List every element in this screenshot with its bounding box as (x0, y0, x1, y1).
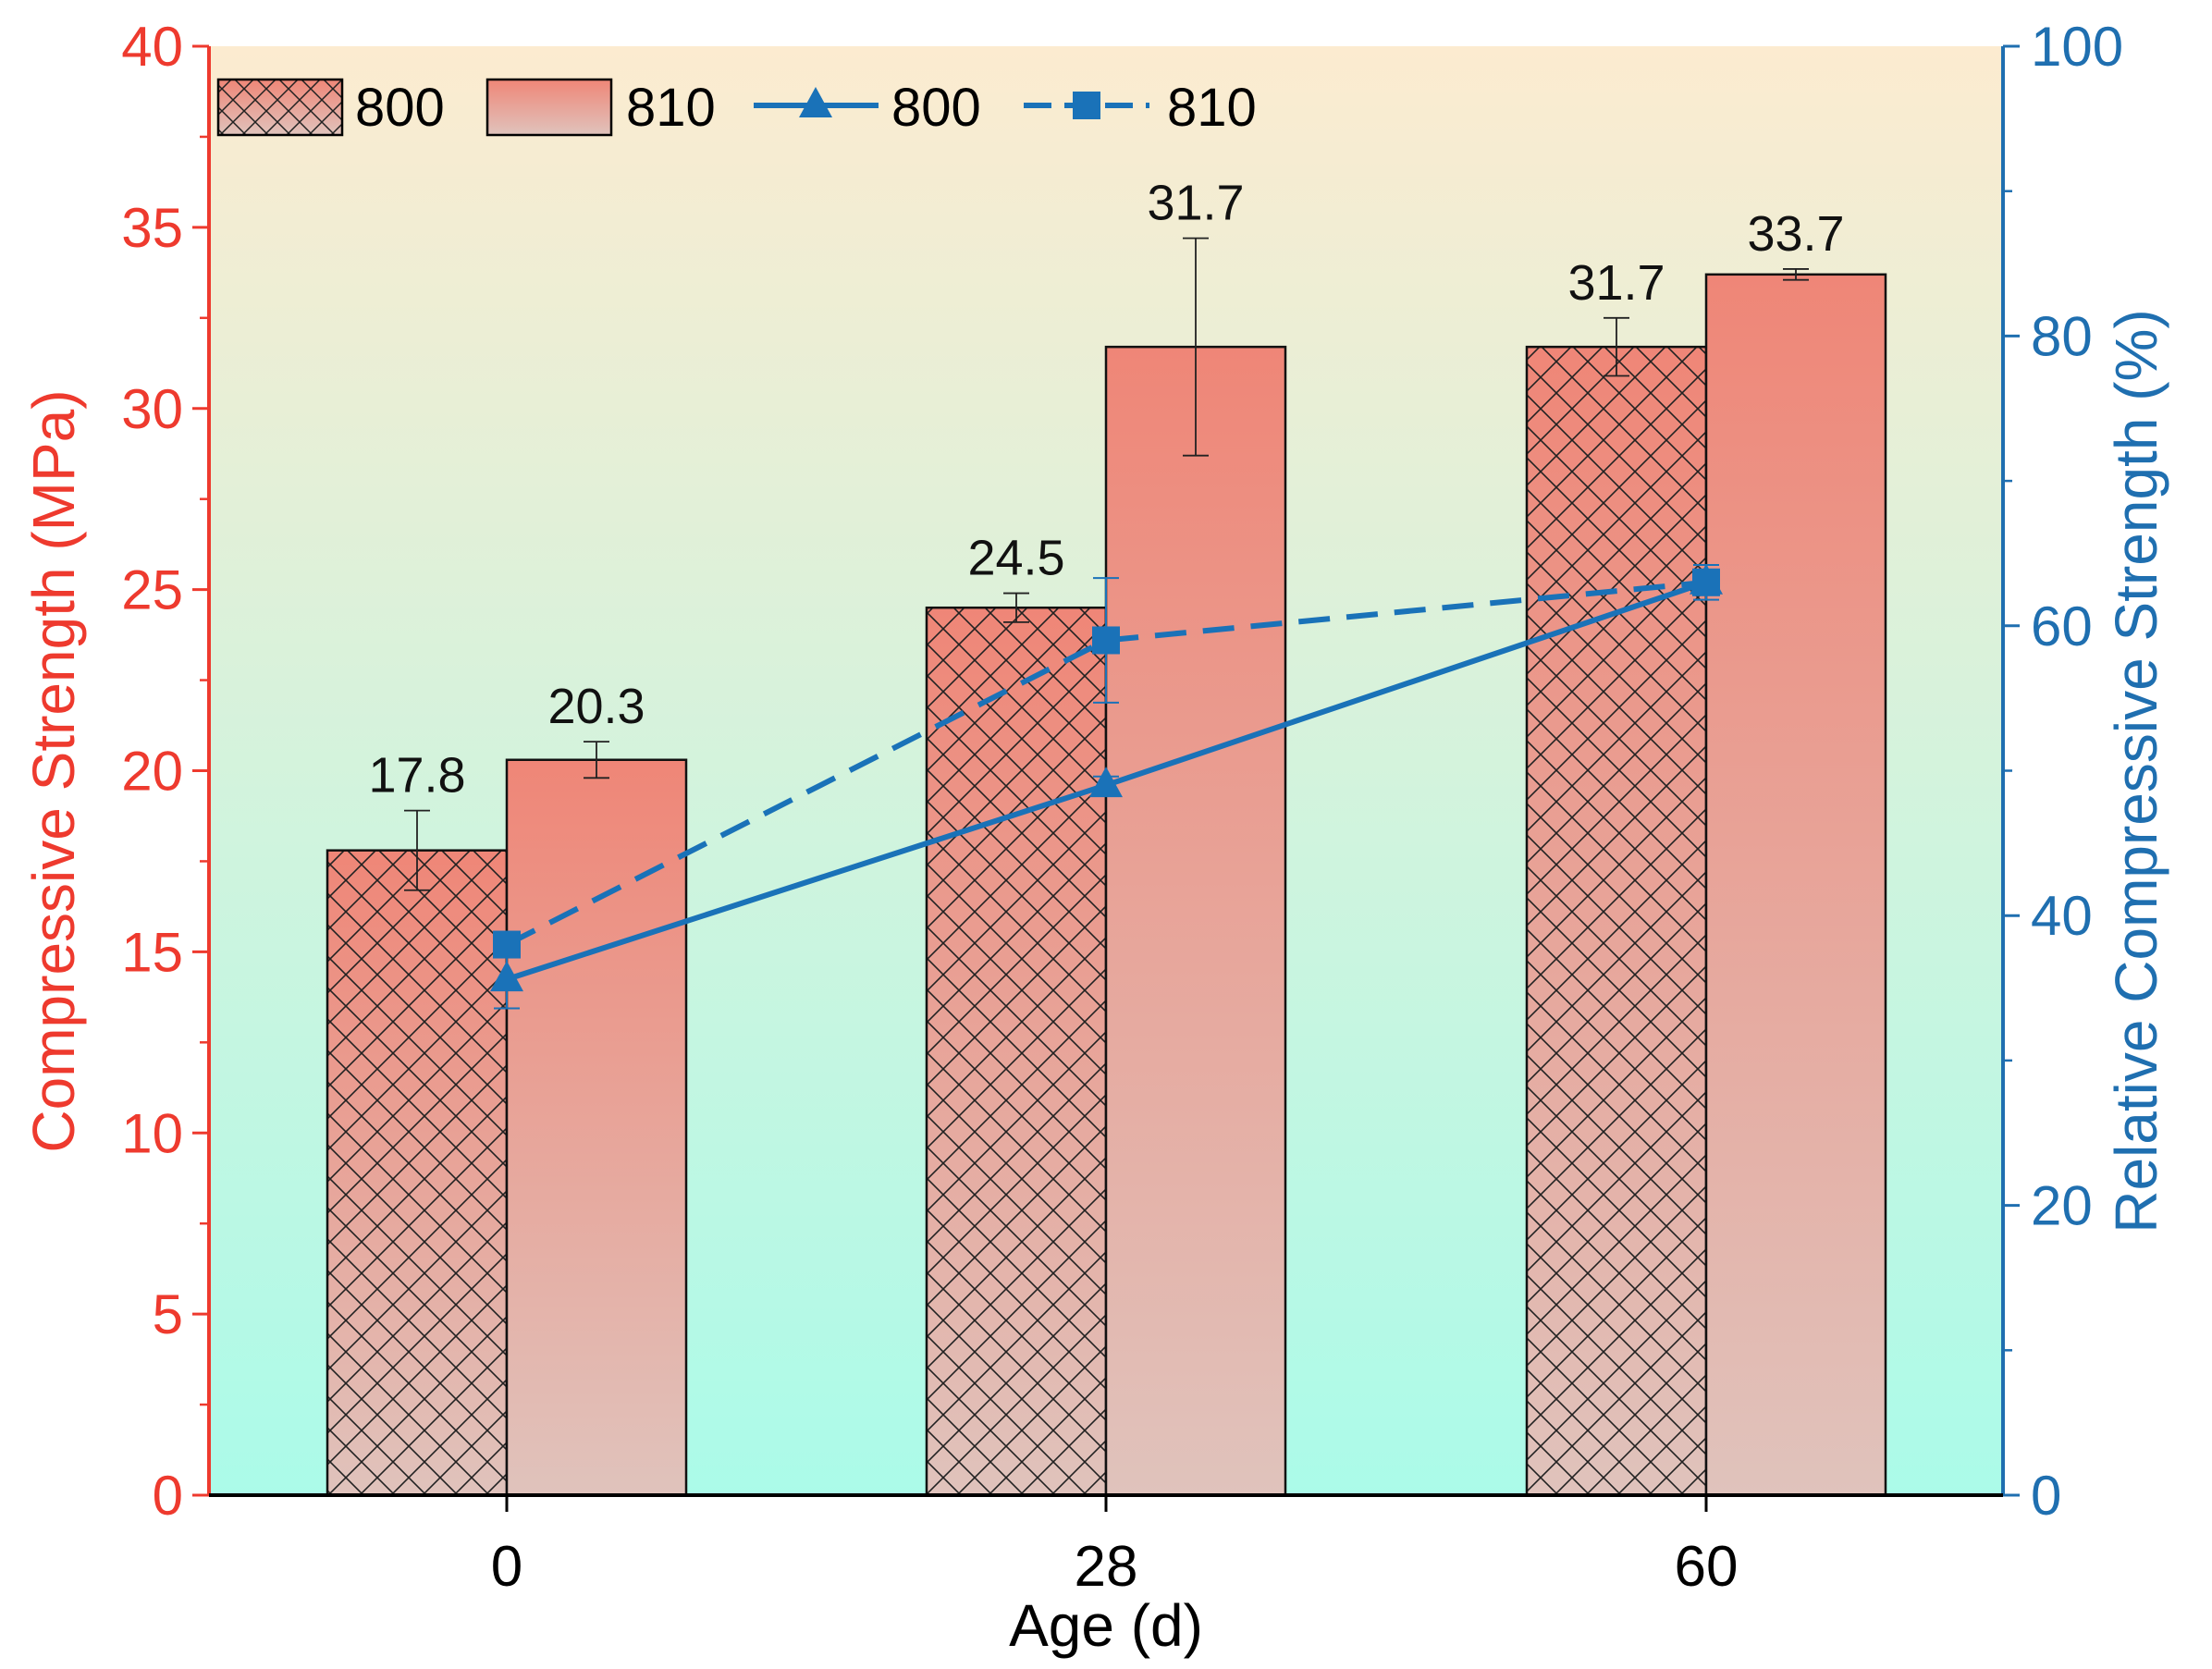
error-bar-800-28 (1003, 592, 1029, 623)
data-label-layer: 17.8 24.5 31.7 20.3 31.7 33.7 (368, 176, 1844, 804)
legend: 800 810 800 810 (216, 78, 1257, 138)
y2-axis-title: Relative Compressive Strength (%) (2103, 309, 2169, 1233)
bar-810-60 (1704, 273, 1887, 1497)
x-axis-title: Age (d) (1009, 1592, 1203, 1659)
bar-layer (326, 273, 1887, 1497)
y-axis-title: Compressive Strength (MPa) (20, 389, 87, 1152)
bar-810-28 (1104, 345, 1287, 1497)
line-series-810-dashed (505, 579, 1707, 948)
y-tick-label-0: 0 (153, 1465, 183, 1527)
data-label-810-28: 31.7 (1147, 176, 1244, 231)
x-tick-label-60: 60 (1675, 1535, 1739, 1599)
marker-triangle-800-0 (490, 961, 523, 992)
y2-tick-label-20: 20 (2031, 1175, 2093, 1237)
y2-tick-label-100: 100 (2031, 16, 2123, 78)
legend-marker-square (1073, 92, 1100, 119)
y-tick-label-20: 20 (121, 741, 183, 803)
bar-800-28 (925, 606, 1108, 1497)
error-bar-810-28 (1183, 237, 1209, 457)
data-label-810-60: 33.7 (1747, 206, 1844, 262)
axes-layer: 0 5 10 15 20 25 30 35 40 0 20 40 60 80 100 0 28 60 (121, 16, 2123, 1599)
marker-square-810-0 (493, 930, 521, 959)
y-tick-label-35: 35 (121, 197, 183, 259)
error-bar-layer (404, 237, 1809, 891)
legend-swatch-bar-810 (485, 78, 613, 137)
error-bar-800-60 (1604, 316, 1629, 377)
data-label-800-0: 17.8 (368, 748, 465, 804)
bar-800-60 (1525, 345, 1708, 1497)
error-bar-810-60 (1783, 268, 1809, 281)
line-layer (490, 563, 1723, 1010)
legend-label-line-810: 810 (1167, 78, 1257, 138)
y-tick-label-5: 5 (153, 1283, 183, 1345)
y-tick-label-40: 40 (121, 16, 183, 78)
y2-tick-label-40: 40 (2031, 885, 2093, 947)
y-tick-label-25: 25 (121, 559, 183, 621)
legend-label-bar-800: 800 (355, 78, 445, 138)
y-tick-label-30: 30 (121, 378, 183, 440)
legend-marker-triangle (799, 87, 832, 117)
y2-tick-label-80: 80 (2031, 305, 2093, 367)
data-label-800-28: 24.5 (967, 531, 1064, 586)
error-bar-800-0 (404, 809, 430, 891)
data-label-810-0: 20.3 (547, 679, 645, 734)
y-tick-label-15: 15 (121, 921, 183, 983)
bar-800-0 (326, 849, 509, 1497)
legend-label-line-800: 800 (891, 78, 981, 138)
marker-square-810-28 (1092, 626, 1120, 655)
legend-label-bar-810: 810 (626, 78, 716, 138)
x-tick-label-0: 0 (491, 1535, 522, 1599)
error-bar-810-0 (584, 741, 609, 779)
y-tick-label-10: 10 (121, 1102, 183, 1164)
y2-tick-label-0: 0 (2031, 1465, 2061, 1527)
marker-square-810-60 (1692, 568, 1720, 596)
data-label-800-60: 31.7 (1567, 255, 1665, 311)
x-tick-label-28: 28 (1075, 1535, 1138, 1599)
legend-swatch-bar-800 (216, 78, 344, 137)
marker-triangle-800-28 (1089, 767, 1123, 798)
y2-tick-label-60: 60 (2031, 595, 2093, 657)
